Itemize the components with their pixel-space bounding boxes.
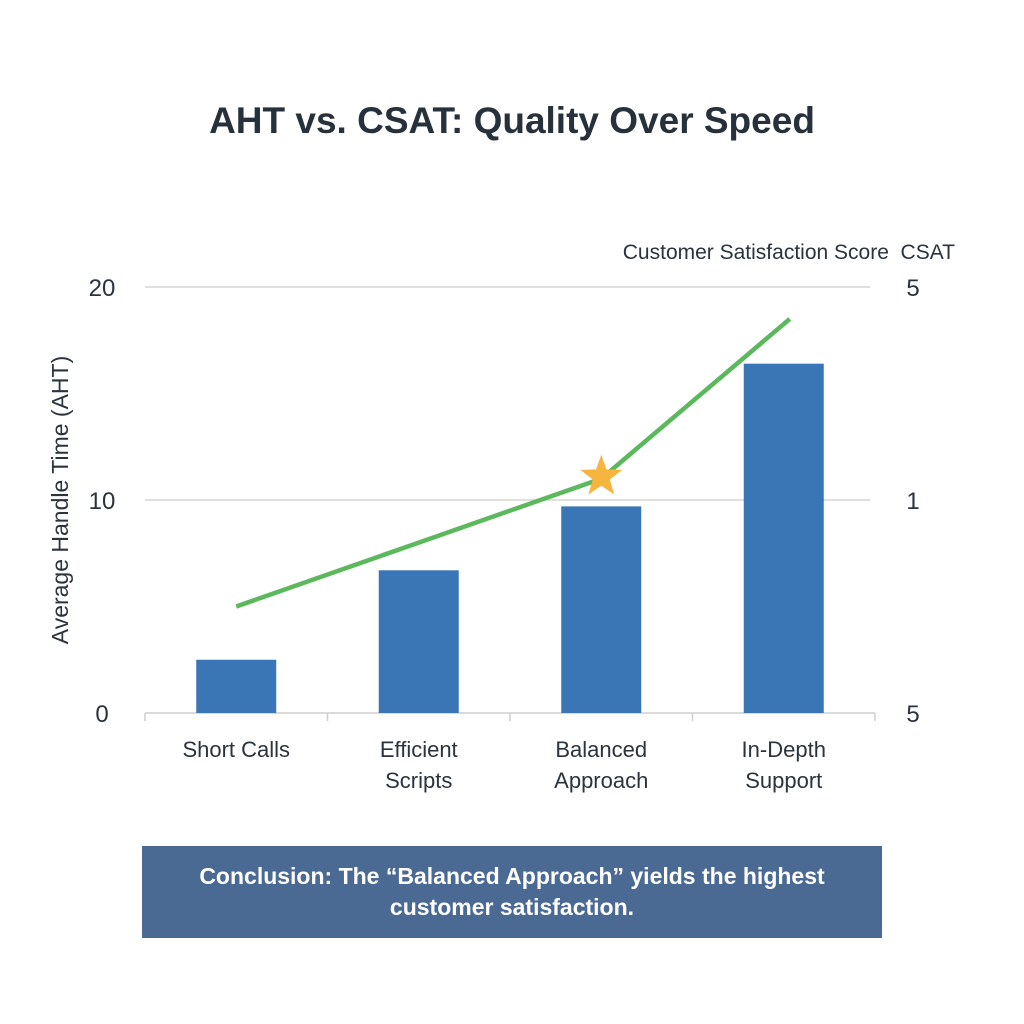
- y2-tick-label: 1: [906, 488, 919, 515]
- x-tick-label: Short Calls: [182, 737, 290, 762]
- x-tick-label: Efficient Scripts: [380, 737, 458, 793]
- y2-tick-label: 5: [906, 275, 919, 302]
- bar-in-depth-support: [743, 363, 824, 713]
- csat-line: [235, 317, 792, 609]
- y-axis-label: Average Handle Time (AHT): [47, 356, 73, 644]
- y-tick-label: 20: [89, 275, 116, 302]
- bar-short-calls: [196, 659, 277, 713]
- x-tick-label: Balanced Approach: [554, 737, 648, 793]
- conclusion-banner: Conclusion: The “Balanced Approach” yiel…: [142, 846, 882, 938]
- bar-balanced-approach: [561, 506, 642, 713]
- x-tick-label: In-Depth Support: [742, 737, 826, 793]
- y2-tick-label: 5: [906, 701, 919, 728]
- bar-efficient-scripts: [378, 570, 459, 713]
- star-icon: [580, 454, 623, 495]
- y-tick-label: 0: [95, 701, 108, 728]
- chart-title: AHT vs. CSAT: Quality Over Speed: [209, 100, 815, 141]
- y2-axis-label: Customer Satisfaction Score CSAT: [623, 241, 955, 264]
- y-tick-label: 10: [89, 488, 116, 515]
